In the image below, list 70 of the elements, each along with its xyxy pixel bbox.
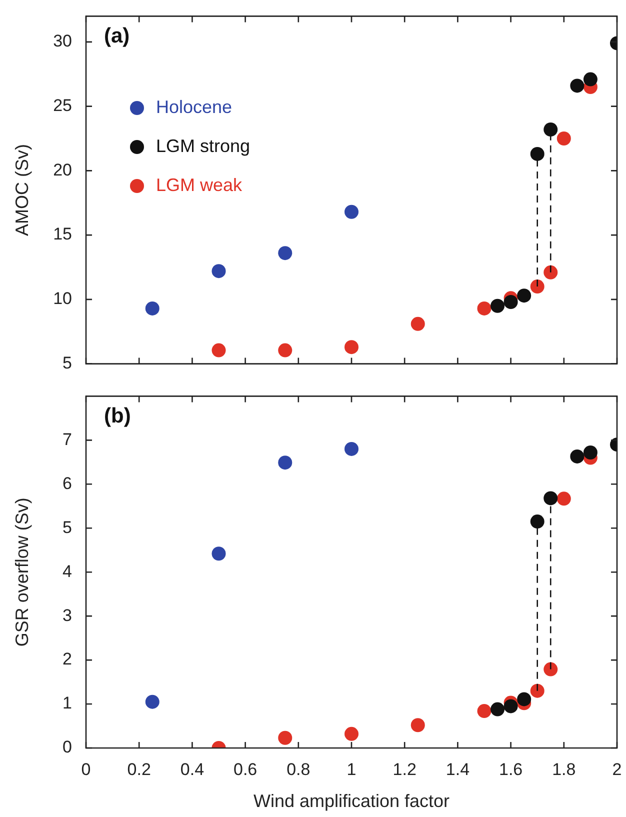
point bbox=[530, 684, 544, 698]
point bbox=[556, 132, 571, 146]
point bbox=[212, 264, 226, 278]
point bbox=[530, 280, 544, 294]
point bbox=[570, 78, 584, 93]
x-tick-label: 1.8 bbox=[552, 760, 576, 779]
point bbox=[212, 343, 226, 358]
point bbox=[544, 265, 558, 280]
point bbox=[583, 445, 598, 460]
x-tick-label: 1.6 bbox=[498, 760, 523, 779]
point bbox=[490, 702, 505, 716]
point bbox=[517, 288, 532, 303]
x-tick-label: 1 bbox=[346, 760, 356, 779]
point bbox=[556, 492, 571, 506]
point bbox=[490, 298, 505, 313]
y-tick-label: 5 bbox=[62, 353, 72, 372]
point bbox=[530, 146, 544, 161]
point bbox=[544, 491, 558, 506]
x-tick-label: 0.8 bbox=[286, 760, 310, 779]
y-tick-label: 4 bbox=[62, 562, 72, 581]
legend-label: LGM weak bbox=[156, 175, 242, 196]
point bbox=[477, 301, 492, 316]
x-tick-label: 0.6 bbox=[233, 760, 258, 779]
point bbox=[410, 718, 425, 732]
y-tick-label: 2 bbox=[62, 650, 72, 669]
y-tick-label: 30 bbox=[53, 32, 72, 51]
point bbox=[410, 316, 425, 331]
y-tick-label: 20 bbox=[53, 160, 72, 180]
point bbox=[344, 442, 358, 456]
x-tick-label: 0 bbox=[81, 760, 91, 779]
point bbox=[344, 340, 358, 354]
y-tick-label: 10 bbox=[53, 289, 72, 308]
x-axis-title: Wind amplification factor bbox=[253, 791, 450, 812]
x-tick-label: 0.4 bbox=[180, 760, 204, 779]
point bbox=[278, 246, 292, 260]
y-tick-label: 5 bbox=[62, 518, 72, 537]
point bbox=[344, 726, 358, 741]
point bbox=[145, 694, 160, 709]
y-axis-title: GSR overflow (Sv) bbox=[12, 498, 32, 647]
point bbox=[278, 343, 292, 358]
y-tick-label: 6 bbox=[62, 474, 72, 493]
y-tick-label: 15 bbox=[53, 224, 72, 244]
point bbox=[504, 699, 518, 714]
x-tick-label: 1.4 bbox=[446, 760, 470, 779]
point bbox=[583, 72, 598, 86]
y-tick-label: 7 bbox=[62, 430, 72, 449]
point bbox=[504, 295, 518, 310]
point bbox=[278, 456, 292, 470]
y-tick-label: 1 bbox=[62, 694, 72, 713]
point bbox=[544, 662, 558, 676]
annotation: (a) bbox=[104, 24, 130, 48]
point bbox=[145, 301, 160, 316]
legend-label: Holocene bbox=[156, 97, 232, 118]
y-tick-label: 0 bbox=[62, 738, 72, 757]
y-tick-label: 25 bbox=[53, 96, 72, 116]
annotation: (b) bbox=[104, 404, 131, 428]
x-tick-label: 0.2 bbox=[127, 760, 151, 779]
point bbox=[544, 122, 558, 136]
point bbox=[517, 692, 532, 706]
x-tick-label: 2 bbox=[612, 760, 622, 779]
point bbox=[477, 704, 492, 718]
point bbox=[530, 514, 544, 529]
point bbox=[570, 449, 584, 464]
x-tick-label: 1.2 bbox=[392, 760, 416, 779]
legend-label: LGM strong bbox=[156, 136, 250, 157]
point bbox=[212, 546, 226, 561]
y-tick-label: 3 bbox=[62, 606, 72, 625]
point bbox=[278, 730, 292, 745]
y-axis-title: AMOC (Sv) bbox=[12, 144, 32, 236]
point bbox=[344, 204, 358, 219]
